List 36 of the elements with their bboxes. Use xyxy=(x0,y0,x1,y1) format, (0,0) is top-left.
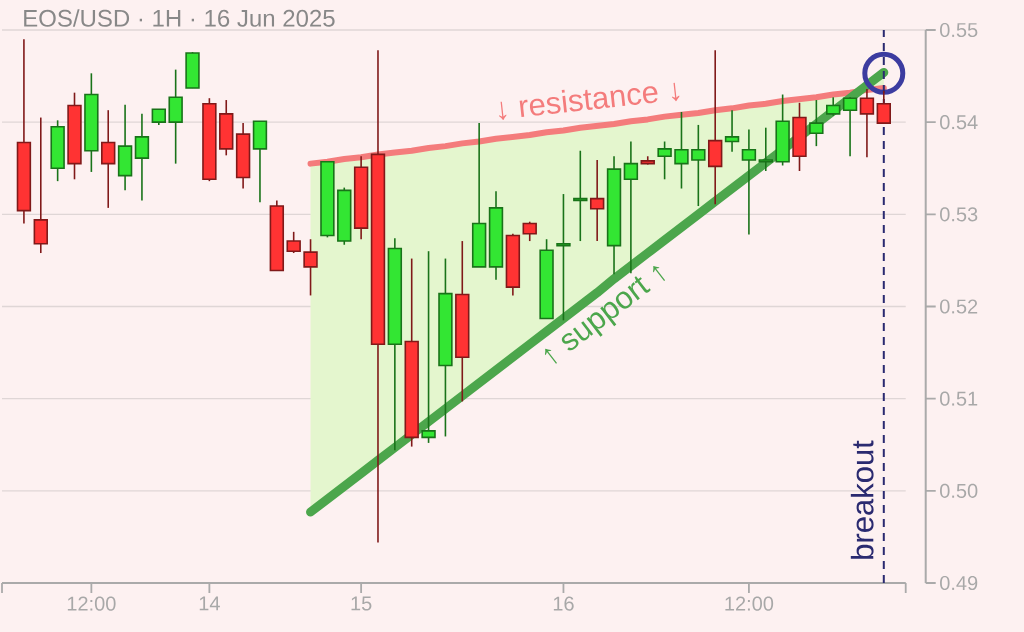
candlestick xyxy=(573,149,588,242)
candlestick xyxy=(859,88,875,158)
chart-title: EOS/USD · 1H · 16 Jun 2025 xyxy=(24,9,335,27)
candlestick xyxy=(33,116,48,254)
y-tick-label: 0.53 xyxy=(940,207,978,222)
x-tick-label: 12:00 xyxy=(67,596,116,611)
y-tick-label: 0.50 xyxy=(940,483,978,498)
candlestick xyxy=(303,238,318,297)
candlestick xyxy=(623,140,639,275)
x-tick-label: 16 xyxy=(553,596,574,611)
x-tick-label: 15 xyxy=(351,596,372,611)
candlestick xyxy=(691,124,706,207)
y-tick-label: 0.54 xyxy=(940,115,978,130)
candlestick xyxy=(421,250,436,444)
candlestick xyxy=(741,128,757,236)
annotation: breakout xyxy=(850,440,874,559)
candlestick xyxy=(842,96,858,158)
candlestick xyxy=(674,111,689,190)
y-tick-label: 0.51 xyxy=(940,391,978,406)
y-tick-label: 0.49 xyxy=(940,575,978,591)
x-tick-label: 12:00 xyxy=(725,596,774,611)
candlestick xyxy=(286,231,301,254)
y-tick-label: 0.52 xyxy=(940,299,978,314)
candlestick xyxy=(522,220,537,242)
candlestick xyxy=(101,109,116,209)
candlestick xyxy=(826,96,841,117)
x-tick-label: 14 xyxy=(199,596,220,611)
candlestick xyxy=(724,109,740,153)
candlestick xyxy=(758,126,773,172)
candlestick xyxy=(589,159,605,242)
candlestick xyxy=(876,90,891,124)
candlestick xyxy=(809,99,824,147)
text: ↓ resistance ↓ xyxy=(499,82,680,121)
candlestick xyxy=(134,113,150,202)
y-tick-label: 0.55 xyxy=(940,22,978,38)
candlestick xyxy=(657,140,672,181)
